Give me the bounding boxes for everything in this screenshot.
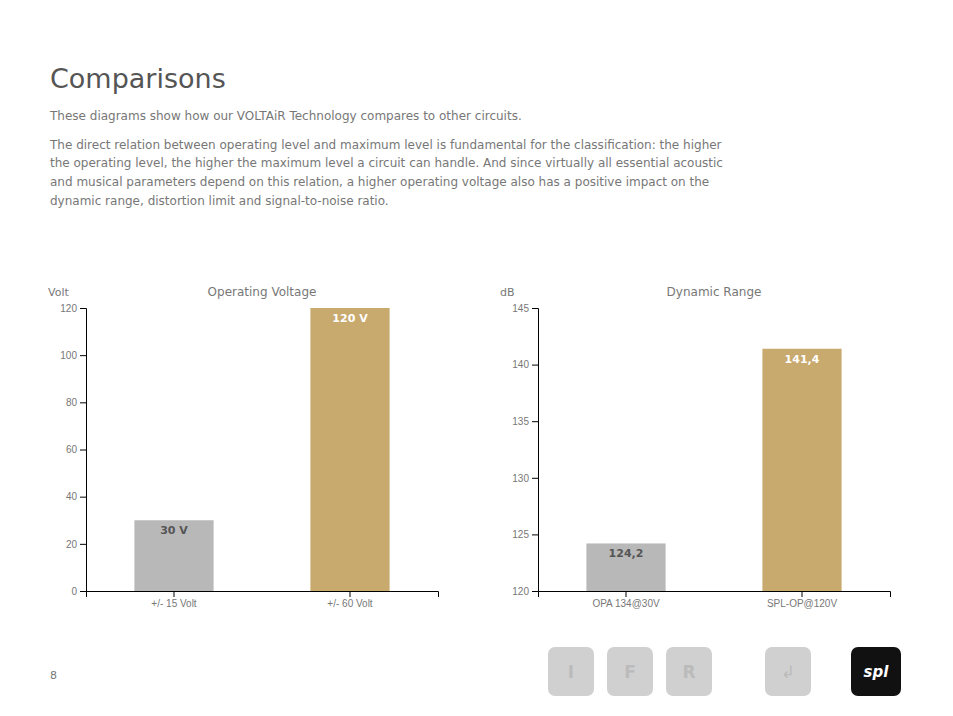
- y-tick-mark: [80, 497, 86, 498]
- y-tick-mark: [532, 421, 538, 422]
- chart: 120 125 130 135 140 145 OPA 134@30V SPL-OP@120V…: [500, 285, 891, 716]
- x-tick: SPL-OP@120V: [767, 591, 838, 609]
- x-tick: +/- 60 Volt: [327, 591, 373, 609]
- y-tick-mark: [80, 355, 86, 356]
- icon: R: [666, 647, 712, 696]
- bar: [762, 349, 841, 591]
- y-tick: 120: [512, 586, 538, 597]
- x-axis-line: [87, 592, 439, 598]
- y-tick-mark: [532, 365, 538, 366]
- page-title: Comparisons: [50, 63, 226, 94]
- icon-label: spl: [864, 663, 890, 681]
- y-tick-mark: [532, 591, 538, 592]
- y-axis-title: dB: [500, 286, 515, 299]
- x-tick: OPA 134@30V: [592, 591, 660, 609]
- page-number: 8: [50, 669, 57, 682]
- y-axis-line: [532, 309, 539, 592]
- icon-label: F: [624, 662, 636, 682]
- chart: 0 20 40 60 80 100 120 +/- 15 Volt +/- 60 Volt 30 …: [48, 285, 439, 609]
- y-tick-mark: [80, 450, 86, 451]
- y-tick: 130: [512, 473, 538, 484]
- icon: F: [607, 647, 653, 696]
- bar: [586, 543, 665, 591]
- data-label: 30 V: [160, 524, 188, 537]
- y-tick-mark: [80, 591, 86, 592]
- y-tick: 100: [60, 350, 86, 361]
- subtitle: the operating level, the higher the maxi…: [50, 156, 723, 170]
- y-tick-mark: [80, 402, 86, 403]
- x-tick-label: OPA 134@30V: [592, 598, 660, 609]
- icon-label: I: [568, 662, 574, 682]
- y-tick: 125: [512, 529, 538, 540]
- x-axis: OPA 134@30V SPL-OP@120V: [539, 591, 891, 609]
- bar: [134, 520, 213, 591]
- y-tick-label: 120: [512, 586, 529, 597]
- icon: spl: [851, 647, 901, 696]
- icon-box: [666, 647, 712, 696]
- y-axis-line: [80, 309, 87, 592]
- y-tick-label: 140: [512, 359, 529, 370]
- y-tick-mark: [532, 308, 538, 309]
- bar: [310, 308, 389, 591]
- y-tick-label: 20: [66, 539, 78, 550]
- y-tick: 20: [66, 539, 86, 550]
- x-tick-mark: [174, 591, 175, 597]
- y-axis: 120 125 130 135 140 145: [512, 303, 538, 597]
- bars: [586, 349, 841, 591]
- y-axis: 0 20 40 60 80 100 120: [60, 303, 86, 597]
- y-axis-title: Volt: [48, 286, 69, 299]
- icon-box: [548, 647, 594, 696]
- page: Comparisons These diagrams show how our V…: [0, 0, 953, 716]
- chart-title: Dynamic Range: [667, 285, 762, 299]
- x-tick: +/- 15 Volt: [151, 591, 197, 609]
- y-tick: 60: [66, 444, 86, 455]
- y-tick-label: 60: [66, 444, 78, 455]
- x-tick-label: SPL-OP@120V: [767, 598, 838, 609]
- icon-box: [607, 647, 653, 696]
- y-tick-mark: [80, 308, 86, 309]
- y-tick-mark: [80, 544, 86, 545]
- icon: ↲: [765, 647, 811, 696]
- data-label: 141,4: [785, 353, 820, 366]
- subtitle: These diagrams show how our VOLTAiR Tech…: [49, 109, 522, 123]
- y-tick-mark: [532, 478, 538, 479]
- x-tick-label: +/- 15 Volt: [151, 598, 197, 609]
- y-tick: 145: [512, 303, 538, 314]
- y-tick: 120: [60, 303, 86, 314]
- y-tick-label: 135: [512, 416, 529, 427]
- y-tick: 0: [71, 586, 86, 597]
- y-tick: 135: [512, 416, 538, 427]
- x-tick-mark: [350, 591, 351, 597]
- x-tick-mark: [802, 591, 803, 597]
- icon-label: ↲: [781, 662, 795, 682]
- bars: [134, 308, 389, 591]
- chart-title: Operating Voltage: [208, 285, 317, 299]
- subtitle: and musical parameters depend on this re…: [50, 175, 709, 189]
- y-tick-label: 130: [512, 473, 529, 484]
- y-tick-label: 120: [60, 303, 77, 314]
- y-tick: 140: [512, 359, 538, 370]
- x-tick-label: +/- 60 Volt: [327, 598, 373, 609]
- icon-label: R: [682, 662, 695, 682]
- subtitle: dynamic range, distortion limit and sign…: [50, 194, 389, 208]
- icon: I: [548, 647, 594, 696]
- x-axis-line: [539, 592, 891, 598]
- subtitle: The direct relation between operating le…: [49, 138, 722, 152]
- y-tick-label: 0: [71, 586, 77, 597]
- x-tick-mark: [626, 591, 627, 597]
- y-tick-label: 125: [512, 529, 529, 540]
- y-tick-mark: [532, 534, 538, 535]
- data-label: 124,2: [609, 547, 644, 560]
- y-tick-label: 145: [512, 303, 529, 314]
- icon-box: [765, 647, 811, 696]
- y-tick: 80: [66, 397, 86, 408]
- y-tick-label: 80: [66, 397, 78, 408]
- y-tick-label: 40: [66, 491, 78, 502]
- icon-box: [851, 647, 901, 696]
- x-axis: +/- 15 Volt +/- 60 Volt: [87, 591, 439, 609]
- y-tick: 40: [66, 491, 86, 502]
- data-label: 120 V: [332, 312, 368, 325]
- y-tick-label: 100: [60, 350, 77, 361]
